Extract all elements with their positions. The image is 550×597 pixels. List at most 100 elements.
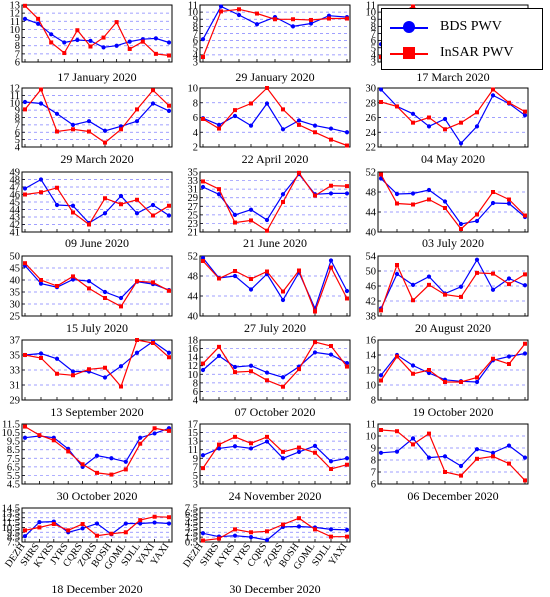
data-point-bds bbox=[474, 257, 480, 262]
data-point-insar bbox=[87, 286, 91, 291]
data-point-bds bbox=[328, 459, 334, 464]
y-tick-label: 5 bbox=[15, 135, 20, 146]
y-tick-label: 6 bbox=[371, 36, 376, 47]
data-point-bds bbox=[102, 211, 108, 216]
data-point-bds bbox=[86, 279, 92, 284]
data-point-insar bbox=[103, 140, 107, 145]
y-tick-label: 25 bbox=[10, 312, 21, 323]
data-point-insar bbox=[39, 87, 43, 92]
series-line-bds bbox=[24, 101, 170, 132]
panel-title: 09 June 2020 bbox=[65, 236, 129, 250]
data-point-bds bbox=[264, 217, 270, 223]
data-point-insar bbox=[23, 424, 27, 429]
data-point-bds bbox=[490, 93, 496, 98]
data-point-bds bbox=[22, 16, 28, 21]
y-tick-label: 16 bbox=[366, 336, 377, 347]
y-tick-label: 29 bbox=[10, 396, 21, 407]
data-point-bds bbox=[296, 118, 302, 123]
y-tick-label: 9 bbox=[193, 15, 198, 26]
data-point-insar bbox=[109, 531, 114, 536]
data-point-insar bbox=[443, 380, 447, 384]
data-point-bds bbox=[506, 276, 512, 281]
data-point-insar bbox=[443, 470, 447, 474]
data-point-insar bbox=[329, 183, 333, 188]
data-point-insar bbox=[201, 466, 205, 471]
data-point-bds bbox=[248, 446, 254, 451]
panel-13: 29 31 33 35 37 13 September 2020 bbox=[10, 336, 173, 419]
data-point-insar bbox=[62, 51, 67, 56]
data-point-insar bbox=[297, 268, 301, 273]
data-point-bds bbox=[138, 521, 143, 526]
y-tick-label: 26 bbox=[366, 113, 377, 124]
data-point-insar bbox=[167, 203, 171, 208]
y-tick-label: 48 bbox=[10, 175, 21, 186]
y-tick-label: 4.5 bbox=[7, 480, 20, 491]
data-point-bds bbox=[344, 288, 350, 294]
y-tick-label: 5.5 bbox=[185, 513, 198, 524]
data-point-insar bbox=[167, 103, 171, 108]
data-point-insar bbox=[167, 428, 171, 433]
square-marker-icon bbox=[403, 47, 415, 59]
y-tick-label: 4 bbox=[193, 50, 199, 61]
y-tick-label: 6 bbox=[193, 113, 198, 124]
data-point-bds bbox=[442, 116, 448, 122]
y-tick-label: 9 bbox=[15, 106, 20, 117]
data-point-insar bbox=[411, 120, 415, 125]
data-point-bds bbox=[232, 533, 238, 538]
series-line-insar bbox=[202, 260, 348, 314]
data-point-bds bbox=[200, 184, 206, 190]
data-point-insar bbox=[71, 210, 75, 215]
y-tick-label: 46 bbox=[366, 282, 377, 293]
series-line-insar bbox=[24, 88, 170, 144]
data-point-insar bbox=[80, 522, 85, 527]
panel-title: 17 January 2020 bbox=[57, 70, 136, 84]
data-point-insar bbox=[103, 196, 107, 201]
data-point-bds bbox=[280, 375, 286, 380]
data-point-insar bbox=[103, 365, 107, 370]
data-point-insar bbox=[459, 120, 463, 125]
y-tick-label: 38 bbox=[366, 312, 377, 323]
data-point-insar bbox=[459, 294, 463, 299]
circle-marker-icon bbox=[403, 21, 415, 33]
data-point-bds bbox=[394, 449, 400, 454]
y-tick-label: 42 bbox=[10, 220, 21, 231]
data-point-bds bbox=[490, 450, 496, 455]
data-point-bds bbox=[200, 37, 206, 42]
data-point-insar bbox=[491, 190, 495, 194]
data-point-insar bbox=[395, 201, 399, 206]
data-point-bds bbox=[264, 370, 270, 375]
y-tick-label: 8 bbox=[193, 22, 198, 33]
y-tick-label: 0.5 bbox=[185, 538, 198, 549]
data-point-insar bbox=[217, 536, 221, 541]
series-line-insar bbox=[202, 436, 348, 470]
data-point-insar bbox=[427, 197, 431, 202]
y-tick-label: 14.5 bbox=[2, 504, 20, 515]
data-point-bds bbox=[232, 273, 238, 279]
data-point-insar bbox=[138, 441, 143, 446]
data-point-insar bbox=[217, 442, 221, 447]
data-point-insar bbox=[39, 278, 43, 282]
data-point-bds bbox=[37, 519, 42, 525]
data-point-bds bbox=[54, 356, 60, 361]
data-point-bds bbox=[264, 537, 270, 543]
data-point-insar bbox=[249, 369, 253, 374]
legend-item-insar: InSAR PWV bbox=[382, 44, 542, 64]
data-point-bds bbox=[166, 521, 172, 526]
data-point-bds bbox=[216, 192, 222, 197]
data-point-bds bbox=[22, 534, 28, 539]
y-tick-label: 3.5 bbox=[185, 523, 198, 534]
y-tick-label: 42 bbox=[366, 297, 377, 308]
data-point-insar bbox=[249, 441, 253, 446]
data-point-bds bbox=[114, 43, 119, 48]
data-point-insar bbox=[475, 110, 479, 115]
data-point-bds bbox=[410, 282, 416, 287]
data-point-insar bbox=[297, 170, 301, 175]
series-line-insar bbox=[202, 517, 347, 542]
y-tick-label: 3 bbox=[371, 58, 376, 69]
data-point-insar bbox=[345, 296, 349, 301]
data-point-insar bbox=[345, 534, 349, 539]
y-tick-label: 30 bbox=[10, 300, 21, 311]
data-point-insar bbox=[152, 514, 157, 519]
